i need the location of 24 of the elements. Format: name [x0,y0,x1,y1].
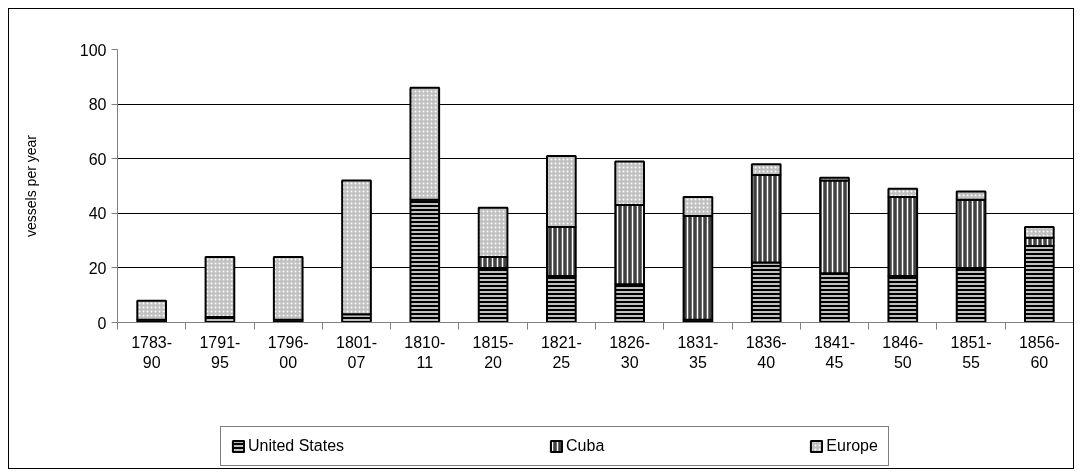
y-tick-label: 0 [97,314,107,332]
x-tick-label: 1810-11 [404,333,446,371]
x-tick-label: 1846-50 [882,333,924,371]
y-tick-label: 80 [88,96,107,114]
x-tick-label: 1851-55 [950,333,992,371]
x-tick-label: 1826-30 [609,333,651,371]
y-tick-label: 100 [79,41,107,59]
y-axis-title: vessels per year [22,134,39,237]
x-tick-label: 1801-07 [336,333,377,371]
x-tick-label: 1796-00 [267,333,309,371]
x-tick-label: 1783-90 [131,333,173,371]
legend-label: Europe [826,437,878,455]
legend-label: United States [248,437,345,455]
x-tick-label: 1821-25 [540,333,582,371]
x-tick-label: 1831-35 [677,333,719,371]
legend-label: Cuba [566,437,605,455]
y-tick-label: 40 [88,205,107,223]
y-tick-label: 20 [88,259,107,277]
x-tick-label: 1836-40 [745,333,787,371]
y-tick-label: 60 [88,150,107,168]
x-tick-label: 1856-60 [1018,333,1060,371]
x-tick-label: 1841-45 [814,333,855,371]
x-tick-label: 1815-20 [472,333,514,371]
x-tick-label: 1791-95 [199,333,241,371]
